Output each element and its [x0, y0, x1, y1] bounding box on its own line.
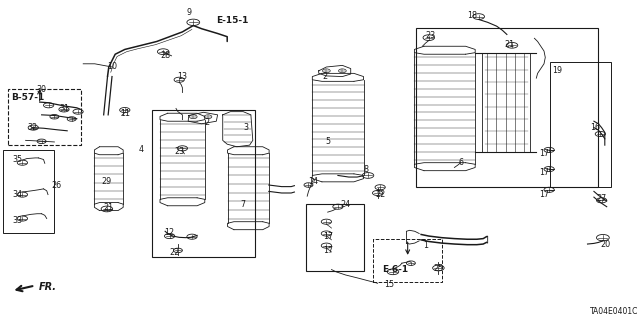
Bar [152, 110, 255, 257]
Text: 35: 35 [13, 155, 23, 164]
Text: 11: 11 [120, 109, 130, 118]
Text: E-15-1: E-15-1 [216, 16, 249, 25]
Text: 9: 9 [186, 8, 191, 17]
Text: B-57-1: B-57-1 [12, 93, 45, 102]
Text: 32: 32 [27, 123, 37, 132]
Text: 22: 22 [375, 190, 385, 199]
Text: 7: 7 [241, 200, 246, 209]
Text: 33: 33 [13, 216, 23, 225]
Text: 21: 21 [104, 203, 114, 212]
Text: 4: 4 [138, 145, 143, 154]
Bar [3, 150, 54, 233]
Text: 8: 8 [364, 165, 369, 174]
Bar [373, 239, 442, 282]
Text: 34: 34 [13, 190, 23, 199]
Bar [416, 28, 598, 187]
Text: 1: 1 [423, 241, 428, 250]
Text: 14: 14 [308, 177, 319, 186]
Text: 6: 6 [458, 158, 463, 167]
Text: 19: 19 [552, 66, 562, 75]
Text: FR.: FR. [38, 282, 56, 292]
Bar [550, 62, 611, 187]
Text: 29: 29 [102, 177, 112, 186]
Text: 22: 22 [169, 248, 179, 256]
Text: 17: 17 [323, 232, 333, 241]
Text: 31: 31 [59, 104, 69, 113]
Text: 13: 13 [177, 72, 188, 81]
Text: 3: 3 [244, 123, 249, 132]
Text: 23: 23 [425, 31, 435, 40]
Text: E-6-1: E-6-1 [382, 265, 408, 274]
Text: 26: 26 [51, 181, 61, 189]
Bar [8, 89, 81, 145]
Text: 16: 16 [590, 123, 600, 132]
Text: 24: 24 [340, 200, 351, 209]
Text: 28: 28 [160, 51, 170, 60]
Text: 23: 23 [175, 147, 185, 156]
Text: 27: 27 [596, 194, 607, 203]
Text: 20: 20 [600, 240, 611, 249]
Text: 25: 25 [433, 264, 444, 273]
Text: TA04E0401C: TA04E0401C [590, 308, 639, 316]
Text: 2: 2 [323, 72, 328, 81]
Text: 30: 30 [36, 85, 47, 94]
Text: 12: 12 [164, 228, 175, 237]
Text: 21: 21 [504, 40, 515, 49]
Text: 2: 2 [204, 118, 209, 127]
Bar [306, 204, 364, 271]
Text: 17: 17 [539, 168, 549, 177]
Text: 17: 17 [539, 190, 549, 199]
Text: 18: 18 [467, 11, 477, 20]
Text: 17: 17 [323, 246, 333, 255]
Text: 10: 10 [107, 63, 117, 71]
Text: 15: 15 [384, 280, 394, 289]
Text: 5: 5 [326, 137, 331, 146]
Text: 17: 17 [539, 149, 549, 158]
